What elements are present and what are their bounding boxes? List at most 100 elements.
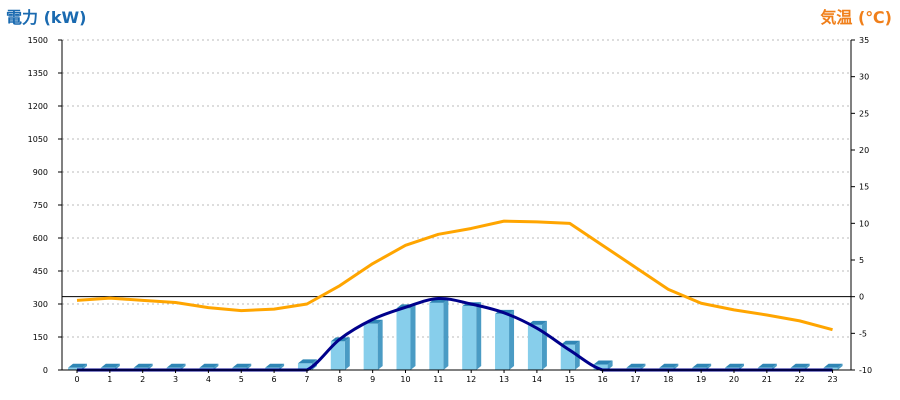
- bar-front: [593, 364, 608, 370]
- power-curve-line: [76, 296, 833, 372]
- x-tick-label: 12: [466, 375, 476, 384]
- left-tick-label: 1200: [28, 102, 48, 111]
- x-tick-label: 3: [173, 375, 178, 384]
- x-tick-label: 6: [272, 375, 277, 384]
- bar-top: [100, 363, 120, 368]
- bar-side: [82, 363, 87, 370]
- right-tick-label: 25: [859, 109, 869, 118]
- tick-labels: 01503004506007509001050120013501500-10-5…: [28, 36, 872, 384]
- bar-front: [527, 324, 542, 370]
- bar-side: [344, 337, 350, 370]
- left-tick-label: 1050: [28, 135, 48, 144]
- x-tick-label: 17: [630, 375, 640, 384]
- x-tick-label: 11: [433, 375, 443, 384]
- bar-front: [495, 313, 510, 370]
- bar: [462, 302, 482, 370]
- x-tick-label: 4: [206, 375, 211, 384]
- x-tick-label: 22: [795, 375, 805, 384]
- bar-top: [527, 320, 547, 325]
- left-axis-title: 電力 (kW): [6, 8, 87, 27]
- bar-top: [68, 363, 87, 368]
- right-tick-label: -5: [859, 329, 867, 338]
- bar-side: [114, 363, 120, 370]
- x-tick-label: 10: [400, 375, 410, 384]
- right-tick-label: 35: [859, 36, 869, 45]
- bar-top: [725, 363, 744, 368]
- bar-top: [297, 359, 317, 364]
- right-tick-label: 10: [859, 219, 869, 228]
- bar-side: [410, 304, 416, 370]
- right-axis-title: 気温 (℃): [820, 8, 892, 27]
- bar-side: [739, 363, 744, 370]
- bar-side: [147, 363, 153, 370]
- x-tick-label: 16: [598, 375, 608, 384]
- left-tick-label: 300: [33, 300, 48, 309]
- bar-top: [265, 363, 285, 368]
- bar-front: [429, 302, 444, 370]
- right-tick-label: 15: [859, 183, 869, 192]
- bar-side: [246, 363, 252, 370]
- bar-side: [706, 363, 712, 370]
- bar-top: [232, 363, 252, 368]
- x-tick-label: 8: [337, 375, 342, 384]
- bar: [68, 363, 87, 370]
- left-tick-label: 1350: [28, 69, 48, 78]
- bar: [330, 337, 350, 370]
- left-tick-label: 150: [33, 333, 48, 342]
- bar-front: [297, 363, 312, 370]
- bar: [593, 360, 613, 370]
- x-tick-label: 1: [107, 375, 112, 384]
- bar-side: [640, 363, 646, 370]
- bar-top: [593, 360, 613, 365]
- bar: [363, 319, 383, 370]
- left-tick-label: 750: [33, 201, 48, 210]
- bar-side: [509, 309, 515, 370]
- bar-side: [673, 363, 679, 370]
- x-tick-label: 14: [532, 375, 542, 384]
- x-tick-label: 7: [304, 375, 309, 384]
- x-tick-label: 20: [729, 375, 739, 384]
- bar-front: [330, 341, 345, 370]
- x-tick-label: 15: [565, 375, 575, 384]
- bar-side: [476, 302, 482, 370]
- right-tick-label: -10: [859, 366, 872, 375]
- bar-side: [837, 363, 843, 370]
- x-tick-label: 13: [499, 375, 509, 384]
- bar-top: [823, 363, 843, 368]
- bar-side: [443, 298, 449, 370]
- right-tick-label: 20: [859, 146, 869, 155]
- bar-top: [199, 363, 219, 368]
- left-tick-label: 600: [33, 234, 48, 243]
- bar-side: [607, 360, 613, 370]
- right-tick-label: 0: [859, 293, 864, 302]
- bar-top: [692, 363, 712, 368]
- bar-front: [396, 308, 411, 370]
- bar-front: [68, 367, 82, 370]
- left-tick-label: 0: [43, 366, 48, 375]
- bar-top: [757, 363, 777, 368]
- bar: [396, 304, 416, 370]
- bar-top: [790, 363, 810, 368]
- bar-side: [279, 363, 285, 370]
- x-tick-label: 9: [370, 375, 375, 384]
- x-tick-label: 0: [74, 375, 79, 384]
- right-tick-label: 5: [859, 256, 864, 265]
- temperature-line: [76, 219, 833, 332]
- bar-side: [377, 319, 383, 370]
- bar-front: [363, 323, 378, 370]
- bar-side: [804, 363, 810, 370]
- x-tick-label: 2: [140, 375, 145, 384]
- x-tick-label: 5: [239, 375, 244, 384]
- bar-top: [166, 363, 186, 368]
- left-tick-label: 900: [33, 168, 48, 177]
- bar: [495, 309, 515, 370]
- bar-top: [659, 363, 679, 368]
- left-tick-label: 450: [33, 267, 48, 276]
- bar-top: [626, 363, 646, 368]
- bar-top: [560, 340, 580, 345]
- left-tick-label: 1500: [28, 36, 48, 45]
- grid-lines: [62, 39, 851, 338]
- x-tick-label: 21: [762, 375, 772, 384]
- bar-side: [541, 320, 547, 370]
